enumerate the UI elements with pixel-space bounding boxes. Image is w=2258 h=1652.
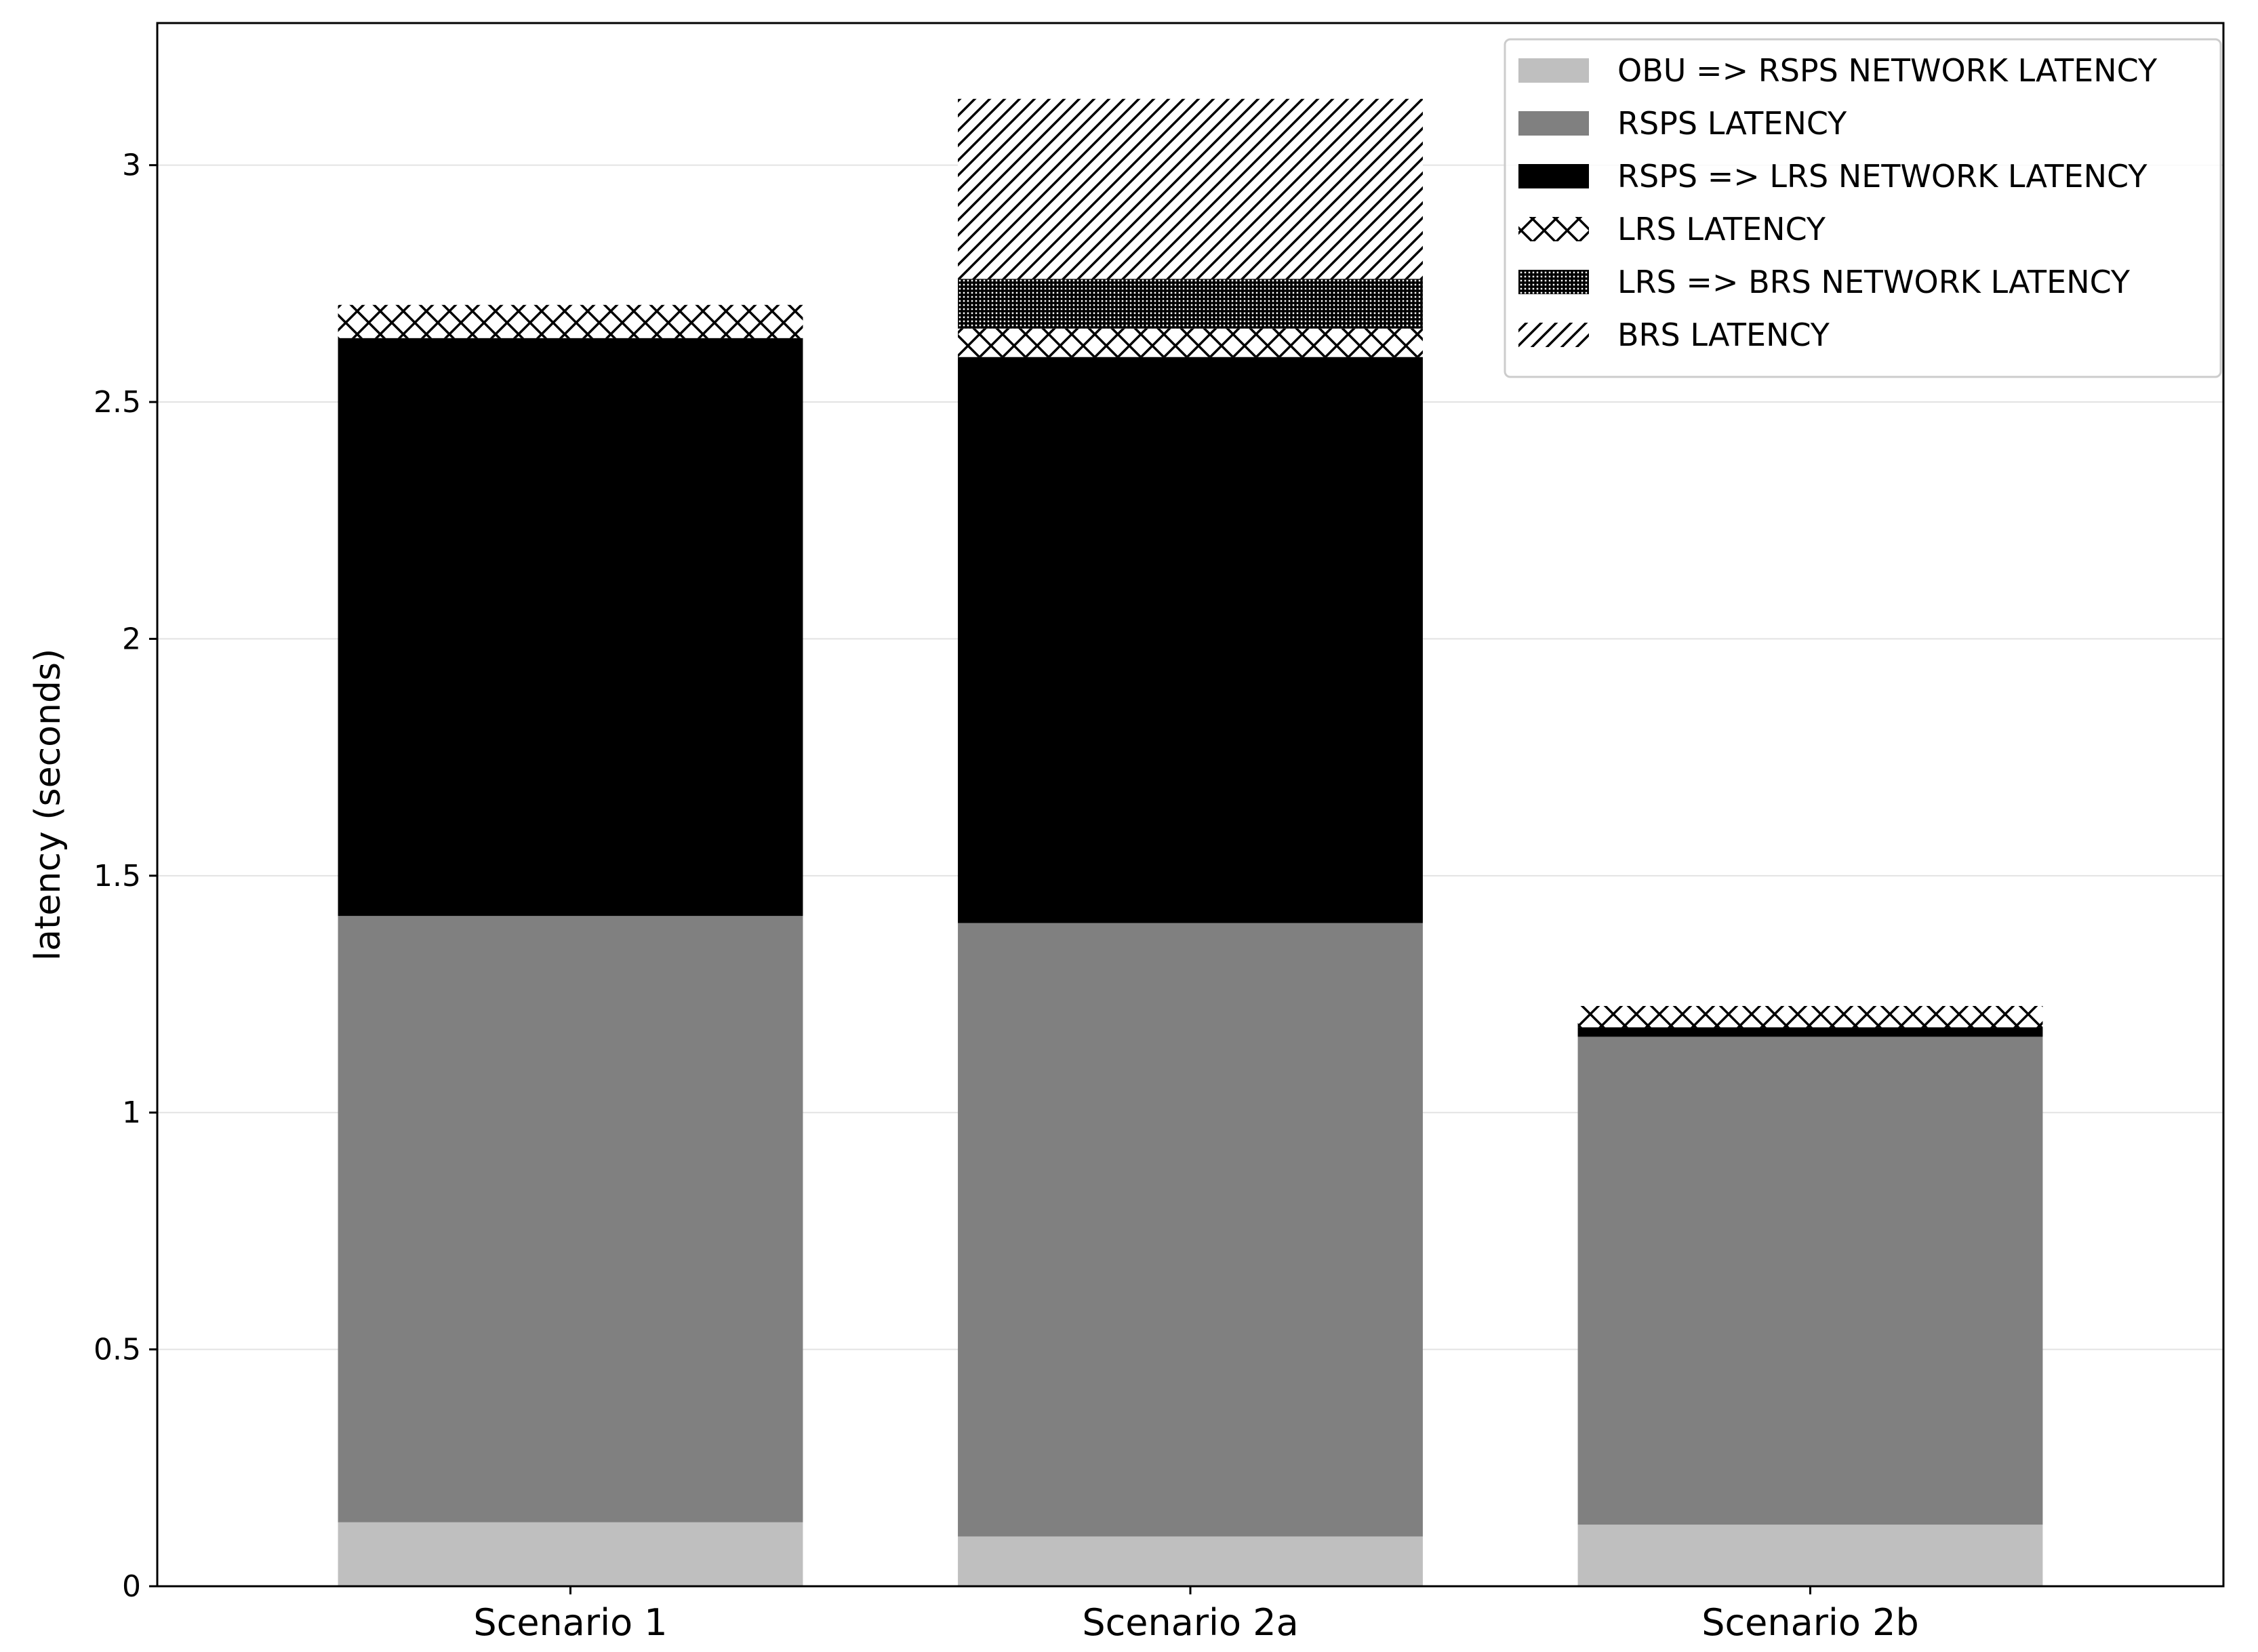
legend-item: BRS LATENCY (1518, 317, 1830, 353)
y-axis-ticks: 0 0.5 1 1.5 2 2.5 3 (94, 148, 157, 1604)
bar-segment (958, 279, 1423, 329)
bars (338, 98, 2043, 1586)
legend-swatch (1518, 58, 1589, 83)
bar-segment (958, 1536, 1423, 1586)
bar-segment (338, 338, 803, 916)
legend-item: RSPS => LRS NETWORK LATENCY (1518, 158, 2148, 195)
y-tick-label: 1 (122, 1095, 141, 1130)
bar-segment (1577, 1036, 2043, 1525)
bar-segment (958, 357, 1423, 923)
legend-swatch (1518, 270, 1589, 294)
bar-segment (338, 304, 803, 338)
legend-label: LRS => BRS NETWORK LATENCY (1617, 264, 2131, 300)
y-tick-label: 2 (122, 622, 141, 656)
legend-swatch (1518, 164, 1589, 188)
bar-segment (338, 916, 803, 1523)
legend-label: BRS LATENCY (1617, 317, 1830, 353)
legend-label: RSPS LATENCY (1617, 105, 1847, 142)
legend-swatch (1518, 217, 1589, 241)
legend-label: RSPS => LRS NETWORK LATENCY (1617, 158, 2148, 195)
x-tick-label: Scenario 2b (1701, 1601, 1919, 1644)
legend-item: LRS LATENCY (1518, 211, 1826, 247)
legend-swatch (1518, 323, 1589, 347)
legend-item: RSPS LATENCY (1518, 105, 1847, 142)
legend-label: LRS LATENCY (1617, 211, 1826, 247)
y-tick-label: 0 (122, 1569, 141, 1604)
legend-frame (1504, 38, 2222, 378)
y-tick-label: 3 (122, 148, 141, 183)
y-tick-label: 2.5 (94, 385, 141, 420)
x-tick-label: Scenario 2a (1082, 1601, 1298, 1644)
legend-label: OBU => RSPS NETWORK LATENCY (1617, 52, 2158, 89)
y-tick-label: 1.5 (94, 859, 141, 893)
y-axis-title: latency (seconds) (28, 649, 68, 961)
legend: OBU => RSPS NETWORK LATENCY RSPS LATENCY R… (1504, 38, 2222, 378)
bar-segment (1577, 1005, 2043, 1028)
bar-segment (1577, 1027, 2043, 1037)
bar-segment (958, 328, 1423, 357)
legend-item: OBU => RSPS NETWORK LATENCY (1518, 52, 2158, 89)
x-tick-label: Scenario 1 (473, 1601, 667, 1644)
y-tick-label: 0.5 (94, 1333, 141, 1367)
bar-segment (1577, 1525, 2043, 1586)
x-axis-ticks: Scenario 1 Scenario 2a Scenario 2b (473, 1586, 1919, 1644)
bar-segment (958, 98, 1423, 279)
legend-item: LRS => BRS NETWORK LATENCY (1518, 264, 2131, 300)
bar-segment (338, 1522, 803, 1586)
legend-swatch (1518, 111, 1589, 136)
bar-segment (958, 923, 1423, 1537)
